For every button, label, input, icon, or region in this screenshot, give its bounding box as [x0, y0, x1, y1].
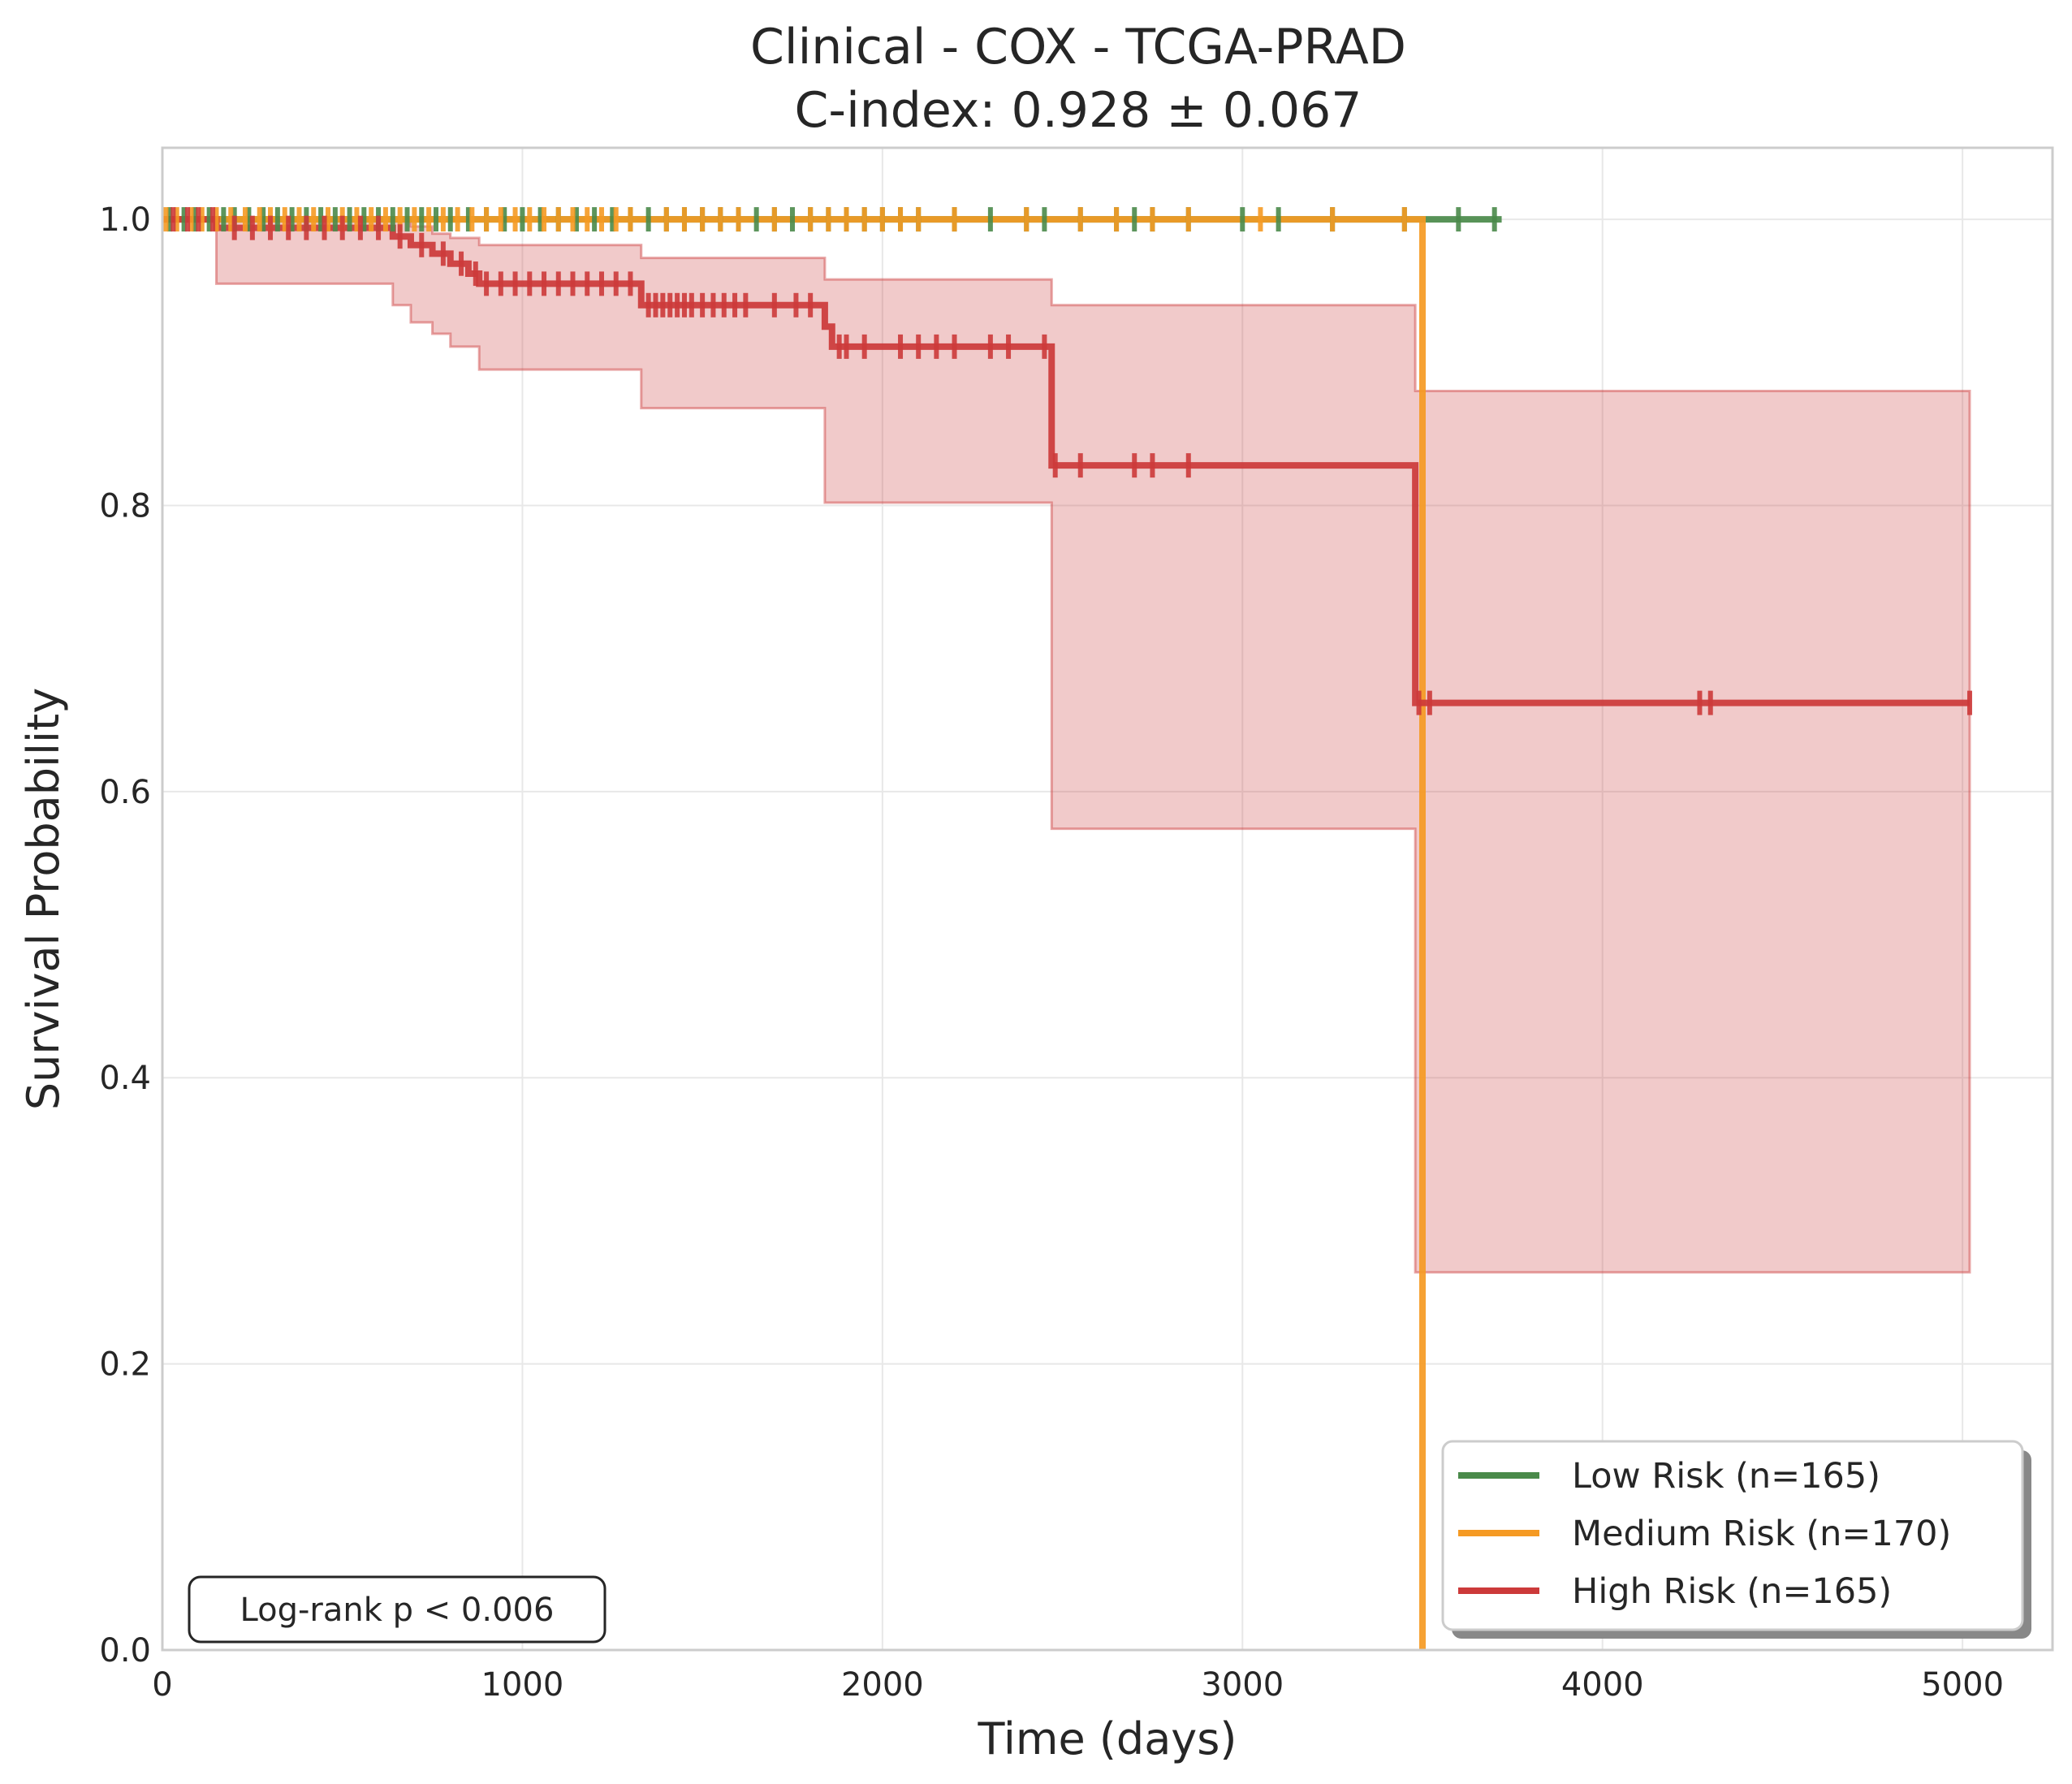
y-tick-label: 0.2 — [99, 1346, 151, 1384]
y-tick-label: 0.6 — [99, 774, 151, 811]
x-tick-label: 3000 — [1201, 1666, 1284, 1704]
confidence-bands — [162, 218, 1971, 1274]
x-tick-label: 4000 — [1561, 1666, 1644, 1704]
legend-label: Medium Risk (n=170) — [1572, 1514, 1951, 1554]
annotation-text: Log-rank p < 0.006 — [240, 1592, 555, 1629]
legend-label: High Risk (n=165) — [1572, 1571, 1892, 1612]
y-tick-label: 1.0 — [99, 201, 151, 239]
annotation-box — [188, 1575, 606, 1644]
y-tick-label: 0.0 — [99, 1632, 151, 1670]
plot-frame — [161, 146, 2054, 1652]
x-tick-label: 1000 — [481, 1666, 564, 1704]
x-tick-label: 0 — [152, 1666, 172, 1704]
y-tick-label: 0.8 — [99, 487, 151, 525]
chart-title: Clinical - COX - TCGA-PRAD — [750, 19, 1406, 76]
y-axis-label: Survival Probability — [18, 688, 69, 1110]
x-tick-label: 2000 — [841, 1666, 924, 1704]
x-axis-label: Time (days) — [978, 1713, 1237, 1765]
y-tick-label: 0.4 — [99, 1060, 151, 1097]
legend-label: Low Risk (n=165) — [1572, 1456, 1880, 1497]
x-tick-label: 5000 — [1921, 1666, 2004, 1704]
censor-marks — [163, 207, 1973, 715]
ci-band-2 — [162, 218, 1971, 1274]
tick-labels: 0 1000 2000 3000 4000 5000 0.0 0.2 0.4 0.6 0.8 1.0 — [99, 201, 2004, 1704]
legend-box — [1441, 1440, 2024, 1631]
legend: Low Risk (n=165) Medium Risk (n=170) High … — [1441, 1440, 2031, 1639]
logrank-annotation: Log-rank p < 0.006 — [188, 1575, 606, 1644]
chart-subtitle: C-index: 0.928 ± 0.067 — [795, 82, 1362, 139]
survival-line-1 — [162, 216, 1426, 1650]
